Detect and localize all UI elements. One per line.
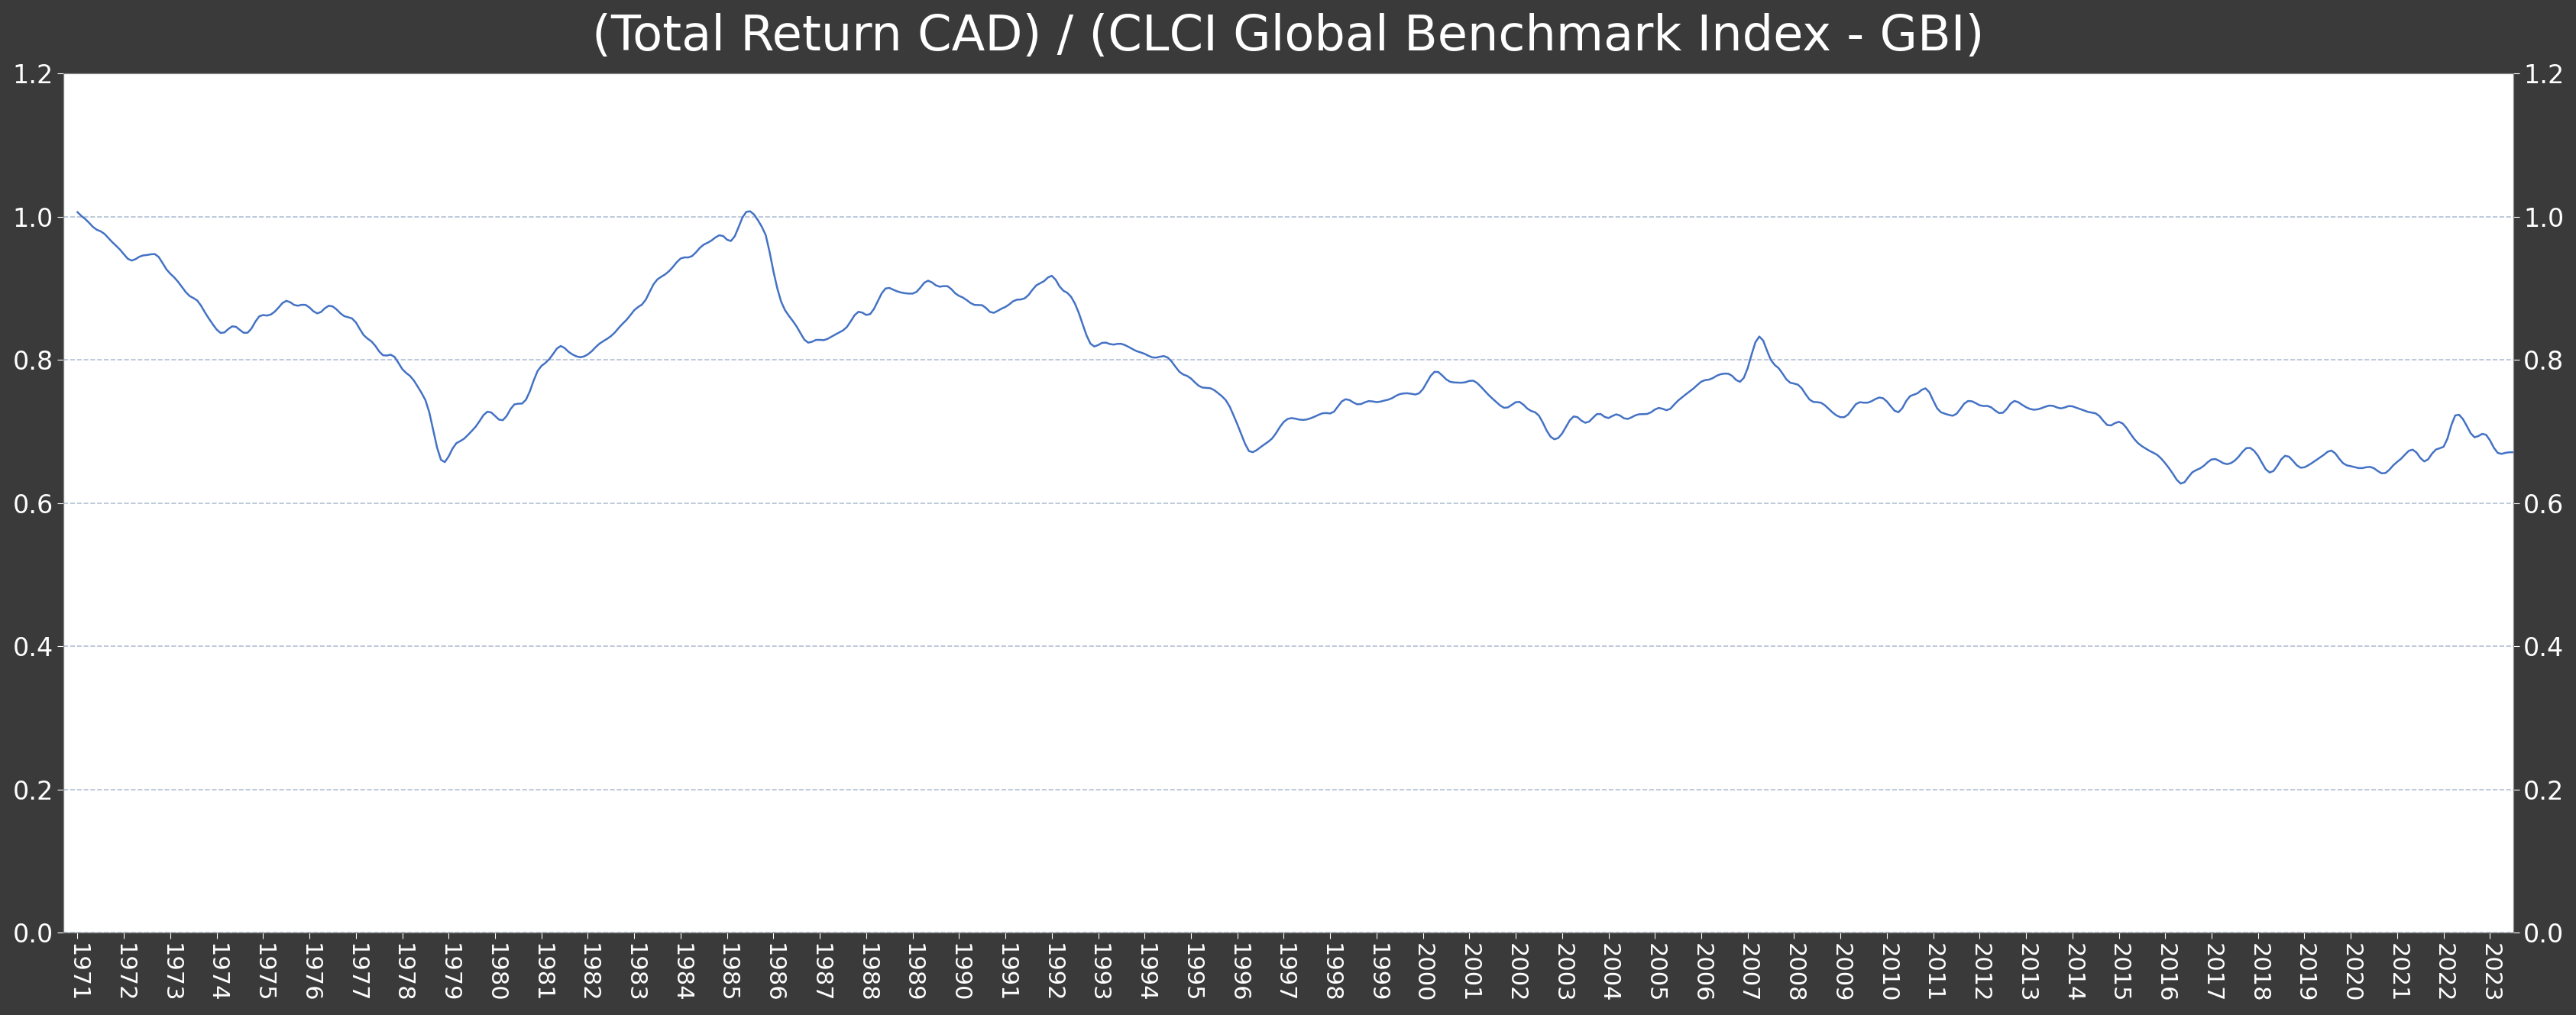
Title: (Total Return CAD) / (CLCI Global Benchmark Index - GBI): (Total Return CAD) / (CLCI Global Benchm… — [592, 13, 1984, 60]
